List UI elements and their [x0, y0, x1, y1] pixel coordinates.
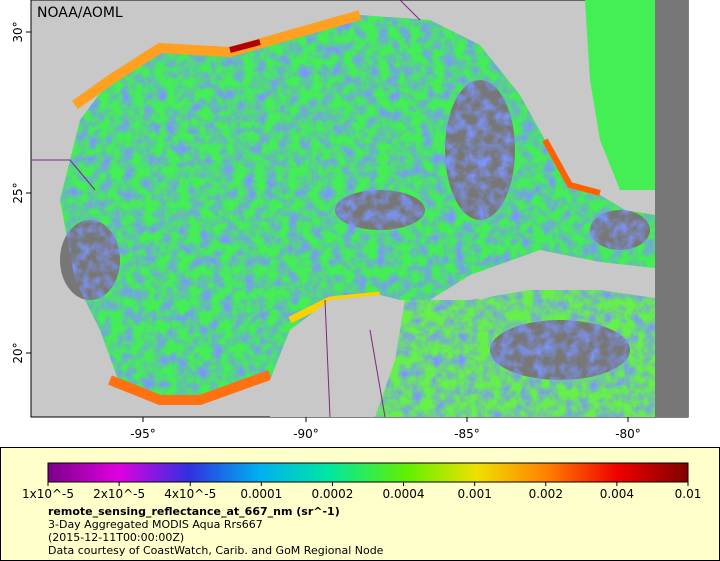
lat-tick-label: 20° — [11, 342, 25, 363]
ocean-data — [60, 0, 655, 417]
colorbar-label: 0.001 — [457, 487, 491, 501]
colorbar-label: 0.0001 — [240, 487, 282, 501]
lon-tick-label: -80° — [615, 427, 641, 441]
colorbar-label: 0.0004 — [383, 487, 425, 501]
lon-tick-label: -85° — [454, 427, 480, 441]
no-data — [655, 0, 688, 417]
caption-product: 3-Day Aggregated MODIS Aqua Rrs667 — [48, 518, 263, 531]
colorbar-label: 0.01 — [675, 487, 702, 501]
borders — [31, 0, 421, 418]
caption-date: (2015-12-11T00:00:00Z) — [48, 531, 184, 544]
colorbar-label: 0.004 — [600, 487, 634, 501]
legend-panel: 1x10^-5 2x10^-5 4x10^-5 0.0001 0.0002 0.0004 0… — [0, 447, 720, 561]
caption-variable: remote_sensing_reflectance_at_667_nm (sr… — [48, 505, 340, 518]
colorbar-label: 2x10^-5 — [93, 487, 145, 501]
colorbar — [47, 462, 689, 483]
caption-source: Data courtesy of CoastWatch, Carib. and … — [48, 544, 384, 557]
colorbar-label: 1x10^-5 — [22, 487, 74, 501]
colorbar-label: 4x10^-5 — [164, 487, 216, 501]
yucatan — [270, 295, 400, 417]
lat-tick-label: 25° — [11, 182, 25, 203]
map: NOAA/AOML 30° 25° 20° -95° -90° -85° -80° — [11, 0, 689, 441]
lon-tick-label: -95° — [130, 427, 156, 441]
cuba — [470, 268, 655, 300]
colorbar-label: 0.0002 — [311, 487, 353, 501]
colorbar-label: 0.002 — [529, 487, 563, 501]
lat-tick-label: 30° — [11, 21, 25, 42]
lon-tick-label: -90° — [293, 427, 319, 441]
credit: NOAA/AOML — [37, 5, 123, 21]
